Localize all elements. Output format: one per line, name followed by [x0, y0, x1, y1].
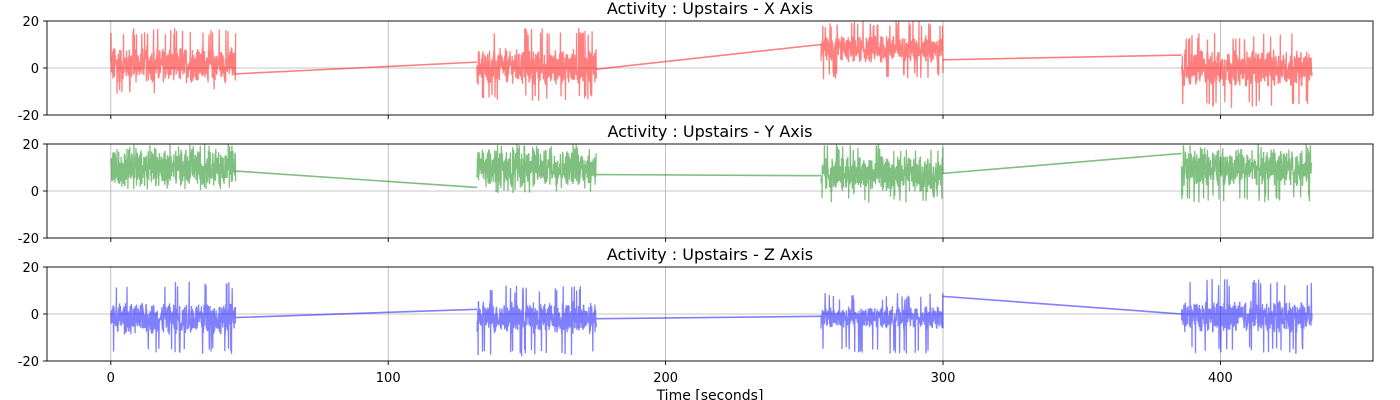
series-connector-2: [596, 43, 822, 70]
subplot-title: Activity : Upstairs - Z Axis: [607, 245, 813, 264]
series-connector-3: [942, 295, 1182, 315]
series-line-segment-2: [476, 28, 597, 101]
y-tick-label-0: -20: [18, 232, 39, 247]
x-tick-label-4: 400: [1208, 371, 1233, 386]
subplot-title: Activity : Upstairs - Y Axis: [607, 122, 812, 141]
series-group: [110, 144, 1313, 203]
series-connector-2: [596, 315, 821, 320]
y-tick-label-2: 20: [22, 138, 39, 153]
x-tick-label-2: 200: [653, 371, 678, 386]
series-line-segment-3: [820, 21, 944, 80]
y-tick-label-2: 20: [22, 15, 39, 30]
series-line-segment-2: [476, 144, 597, 193]
y-tick-label-1: 0: [31, 185, 39, 200]
series-line-segment-3: [820, 292, 944, 354]
y-tick-label-0: -20: [18, 109, 39, 124]
y-tick-label-2: 20: [22, 261, 39, 276]
series-line-segment-1: [110, 144, 237, 191]
series-line-segment-1: [110, 28, 237, 94]
series-line-segment-4: [1180, 144, 1313, 203]
y-tick-label-1: 0: [31, 308, 39, 323]
series-line-segment-2: [476, 285, 597, 357]
series-connector-3: [942, 152, 1182, 175]
y-tick-label-0: -20: [18, 355, 39, 370]
series-connector-1: [235, 308, 478, 319]
series-line-segment-3: [820, 144, 944, 203]
y-tick-label-1: 0: [31, 62, 39, 77]
subplot-2: -20 0 20 Activity : Upstairs - Y Axis: [18, 122, 1374, 247]
series-line-segment-1: [110, 281, 237, 354]
series-line-segment-4: [1180, 33, 1313, 108]
x-tick-label-3: 300: [931, 371, 956, 386]
subplot-title: Activity : Upstairs - X Axis: [607, 0, 813, 18]
series-line-segment-4: [1180, 278, 1313, 354]
series-group: [110, 21, 1313, 108]
series-connector-2: [596, 173, 821, 177]
series-connector-3: [943, 54, 1182, 61]
x-tick-label-0: 0: [107, 371, 115, 386]
x-axis-label: Time [seconds]: [656, 388, 764, 400]
x-tick-label-1: 100: [376, 371, 401, 386]
series-connector-1: [235, 170, 478, 189]
subplot-1: -20 0 20 Activity : Upstairs - X Axis: [18, 0, 1374, 124]
series-connector-1: [235, 61, 478, 75]
series-group: [110, 278, 1313, 357]
